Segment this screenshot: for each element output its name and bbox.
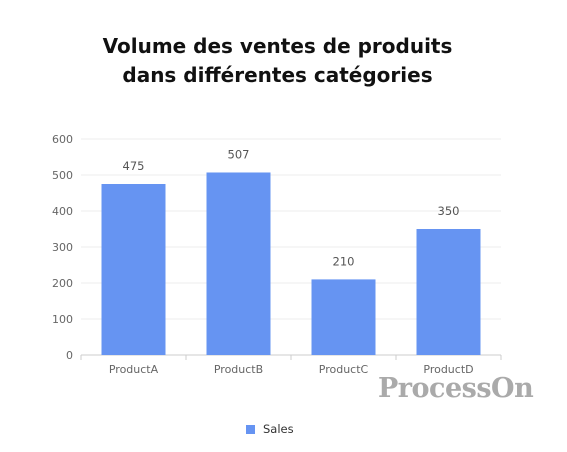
x-tick-label: ProductC [319,363,369,376]
chart-title-line-1: Volume des ventes de produits [102,34,453,58]
bar-productd[interactable] [416,229,481,355]
y-tick-label: 0 [66,349,73,362]
bar-productb[interactable] [206,172,271,355]
legend-swatch-sales [246,424,255,434]
bar-productc[interactable] [311,279,376,355]
y-tick-label: 100 [52,313,73,326]
y-tick-label: 200 [52,277,73,290]
data-label: 210 [333,254,355,268]
data-label: 507 [228,147,250,161]
bar-producta[interactable] [101,184,166,355]
data-labels: 475 507 210 350 [123,147,460,268]
y-tick-label: 500 [52,169,73,182]
chart-title-line-2: dans différentes catégories [122,63,433,87]
y-tick-label: 300 [52,241,73,254]
data-label: 350 [438,204,460,218]
x-tick-label: ProductB [214,363,263,376]
x-tick-label: ProductA [109,363,159,376]
legend-label-sales: Sales [263,422,294,436]
x-tick-label: ProductD [423,363,473,376]
bars [101,172,481,355]
data-label: 475 [123,159,145,173]
legend[interactable]: Sales [246,422,294,436]
x-axis-ticks: ProductA ProductB ProductC ProductD [80,355,502,376]
y-tick-label: 400 [52,205,73,218]
y-axis-ticks: 0 100 200 300 400 500 600 [52,133,73,362]
processon-watermark: ProcessOn [378,373,534,404]
y-tick-label: 600 [52,133,73,146]
chart-title: Volume des ventes de produits dans diffé… [0,32,555,90]
